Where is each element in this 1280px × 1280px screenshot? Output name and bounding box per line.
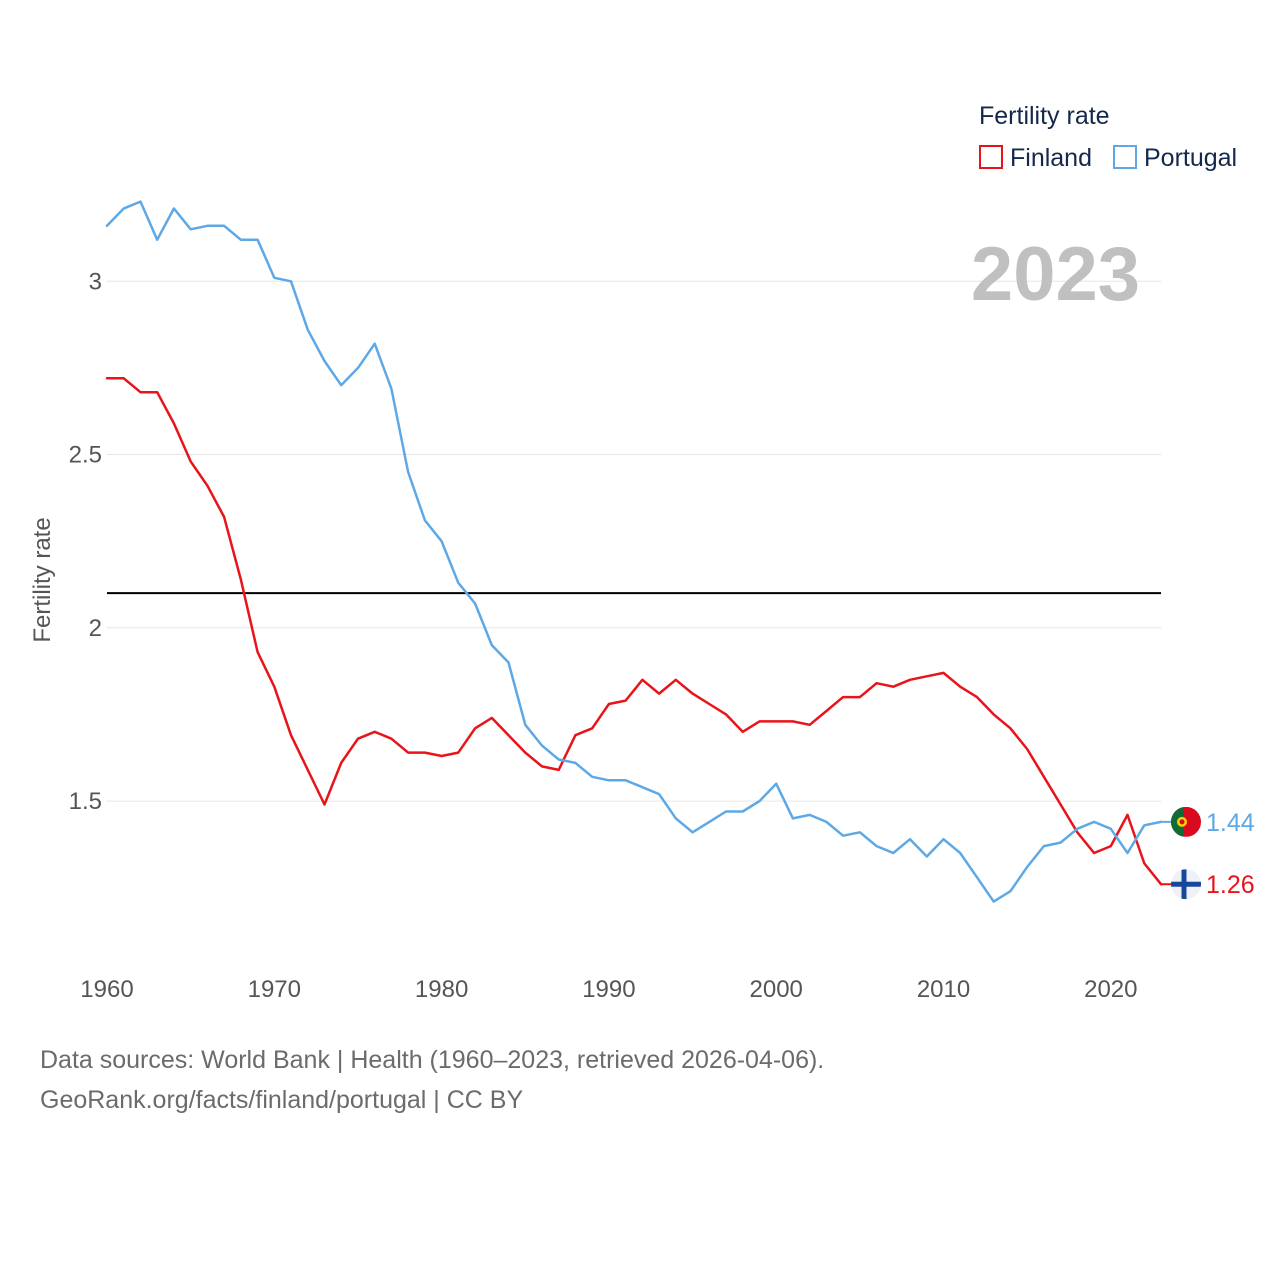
y-tick-label: 1.5	[69, 788, 102, 815]
y-axis-ticks: 1.5 2 2.5 3	[69, 268, 102, 815]
finland-flag-icon	[1171, 869, 1201, 900]
x-tick-label: 2000	[750, 976, 803, 1003]
series-end-markers: 1.26 1.44	[1161, 806, 1255, 900]
series-lines	[105, 200, 1163, 903]
data-sources-text: Data sources: World Bank | Health (1960–…	[40, 1046, 825, 1074]
x-tick-label: 1960	[80, 976, 133, 1003]
legend-item-portugal[interactable]: Portugal	[1113, 144, 1237, 172]
portugal-flag-icon	[1171, 806, 1201, 837]
x-axis-ticks: 1960 1970 1980 1990 2000 2010 2020	[80, 976, 1137, 1003]
x-tick-label: 2020	[1084, 976, 1137, 1003]
series-line-finland	[105, 377, 1163, 886]
legend: Fertility rate Finland Portugal	[979, 102, 1237, 172]
x-tick-label: 1990	[582, 976, 635, 1003]
end-value-label-finland: 1.26	[1206, 871, 1255, 899]
credit-text: GeoRank.org/facts/finland/portugal | CC …	[40, 1086, 524, 1114]
legend-swatch-finland	[979, 145, 1003, 169]
y-tick-label: 2	[89, 615, 102, 642]
legend-title: Fertility rate	[979, 102, 1110, 130]
series-line-portugal	[105, 200, 1163, 903]
y-tick-label: 2.5	[69, 442, 102, 469]
y-axis-title: Fertility rate	[29, 517, 56, 642]
legend-label-finland: Finland	[1010, 144, 1092, 172]
footer: Data sources: World Bank | Health (1960–…	[40, 1040, 824, 1120]
end-value-label-portugal: 1.44	[1206, 809, 1255, 837]
year-label: 2023	[971, 232, 1140, 317]
legend-swatch-portugal	[1113, 145, 1137, 169]
y-tick-label: 3	[89, 268, 102, 295]
x-tick-label: 1970	[248, 976, 301, 1003]
legend-item-finland[interactable]: Finland	[979, 144, 1092, 172]
legend-label-portugal: Portugal	[1144, 144, 1237, 172]
x-tick-label: 1980	[415, 976, 468, 1003]
fertility-line-chart: 1960 1970 1980 1990 2000 2010 2020 1.5 2 2.5 3 1.…	[29, 102, 1255, 1003]
x-tick-label: 2010	[917, 976, 970, 1003]
gridlines	[107, 280, 1161, 802]
